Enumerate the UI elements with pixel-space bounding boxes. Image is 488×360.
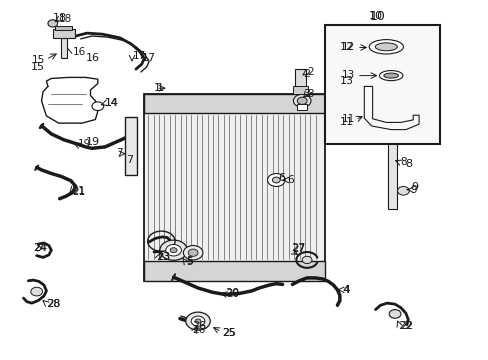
Text: 8: 8 bbox=[404, 159, 411, 169]
Bar bbox=[124, 117, 137, 175]
Text: 6: 6 bbox=[278, 173, 285, 183]
Text: 7: 7 bbox=[125, 155, 133, 165]
Text: 25: 25 bbox=[222, 328, 236, 338]
Circle shape bbox=[397, 186, 408, 195]
Text: 19: 19 bbox=[78, 139, 91, 149]
Text: 15: 15 bbox=[31, 62, 45, 72]
Text: 14: 14 bbox=[105, 98, 119, 108]
Ellipse shape bbox=[379, 71, 402, 81]
Text: 11: 11 bbox=[341, 114, 354, 124]
Text: 20: 20 bbox=[224, 288, 239, 298]
Text: 25: 25 bbox=[222, 328, 235, 338]
Text: 9: 9 bbox=[410, 185, 417, 195]
Circle shape bbox=[185, 312, 210, 330]
Text: 28: 28 bbox=[47, 299, 60, 309]
Text: 5: 5 bbox=[185, 256, 192, 266]
Bar bbox=[61, 38, 67, 58]
Bar bbox=[297, 104, 306, 110]
Bar bbox=[144, 261, 325, 281]
Text: 18: 18 bbox=[59, 14, 72, 24]
Bar bbox=[55, 26, 72, 30]
Text: 4: 4 bbox=[342, 285, 349, 295]
Bar bbox=[387, 131, 396, 209]
Text: 8: 8 bbox=[399, 157, 406, 167]
Text: 18: 18 bbox=[53, 13, 67, 23]
Circle shape bbox=[191, 316, 204, 326]
Text: 2: 2 bbox=[306, 67, 313, 77]
Circle shape bbox=[195, 319, 201, 323]
Bar bbox=[295, 69, 305, 89]
Text: 24: 24 bbox=[33, 243, 47, 253]
Text: 23: 23 bbox=[156, 252, 170, 262]
Text: 10: 10 bbox=[368, 11, 383, 21]
Bar bbox=[325, 25, 439, 144]
Text: 26: 26 bbox=[192, 325, 205, 336]
Text: 7: 7 bbox=[116, 148, 123, 158]
Text: 23: 23 bbox=[157, 252, 170, 262]
Text: 16: 16 bbox=[72, 47, 85, 57]
Text: 28: 28 bbox=[46, 299, 61, 309]
Text: 1: 1 bbox=[156, 83, 163, 93]
Circle shape bbox=[293, 94, 310, 107]
Text: 4: 4 bbox=[343, 285, 349, 295]
Text: 27: 27 bbox=[292, 244, 305, 254]
Text: 27: 27 bbox=[290, 243, 305, 253]
Circle shape bbox=[297, 97, 306, 104]
Text: 3: 3 bbox=[306, 89, 313, 99]
Text: 17: 17 bbox=[133, 51, 146, 61]
Circle shape bbox=[188, 249, 198, 256]
Text: 17: 17 bbox=[142, 53, 156, 63]
Text: 22: 22 bbox=[399, 321, 412, 331]
Text: 6: 6 bbox=[287, 175, 294, 185]
Text: 26: 26 bbox=[191, 321, 205, 331]
Text: 12: 12 bbox=[341, 42, 354, 52]
Text: 21: 21 bbox=[72, 186, 85, 197]
Text: 9: 9 bbox=[410, 182, 417, 192]
Circle shape bbox=[267, 174, 285, 186]
Text: 14: 14 bbox=[105, 98, 118, 108]
Text: 1: 1 bbox=[154, 83, 161, 93]
Circle shape bbox=[388, 310, 400, 318]
Text: 15: 15 bbox=[32, 55, 45, 66]
Circle shape bbox=[48, 20, 58, 27]
Text: 10: 10 bbox=[368, 10, 384, 23]
Circle shape bbox=[31, 287, 42, 296]
Text: 2: 2 bbox=[303, 69, 310, 79]
Text: 3: 3 bbox=[303, 89, 309, 99]
Text: 20: 20 bbox=[225, 289, 239, 300]
Text: 12: 12 bbox=[339, 42, 353, 52]
Ellipse shape bbox=[368, 40, 403, 54]
Text: 13: 13 bbox=[341, 69, 354, 80]
Text: 5: 5 bbox=[185, 257, 192, 267]
Circle shape bbox=[160, 240, 187, 260]
Ellipse shape bbox=[383, 73, 398, 78]
Circle shape bbox=[272, 177, 280, 183]
Text: 16: 16 bbox=[85, 53, 100, 63]
Text: 13: 13 bbox=[339, 76, 353, 86]
Ellipse shape bbox=[374, 43, 396, 51]
Text: 11: 11 bbox=[339, 117, 353, 127]
Circle shape bbox=[170, 248, 177, 253]
Text: 19: 19 bbox=[85, 137, 100, 147]
Text: 24: 24 bbox=[33, 243, 46, 253]
Circle shape bbox=[92, 102, 103, 111]
Text: 22: 22 bbox=[398, 321, 412, 331]
Circle shape bbox=[183, 246, 203, 260]
Bar bbox=[144, 94, 325, 113]
Circle shape bbox=[165, 244, 181, 256]
Text: 21: 21 bbox=[71, 186, 85, 196]
Bar bbox=[144, 94, 325, 281]
Bar bbox=[53, 29, 75, 38]
Bar bbox=[293, 86, 307, 94]
Circle shape bbox=[302, 256, 311, 264]
